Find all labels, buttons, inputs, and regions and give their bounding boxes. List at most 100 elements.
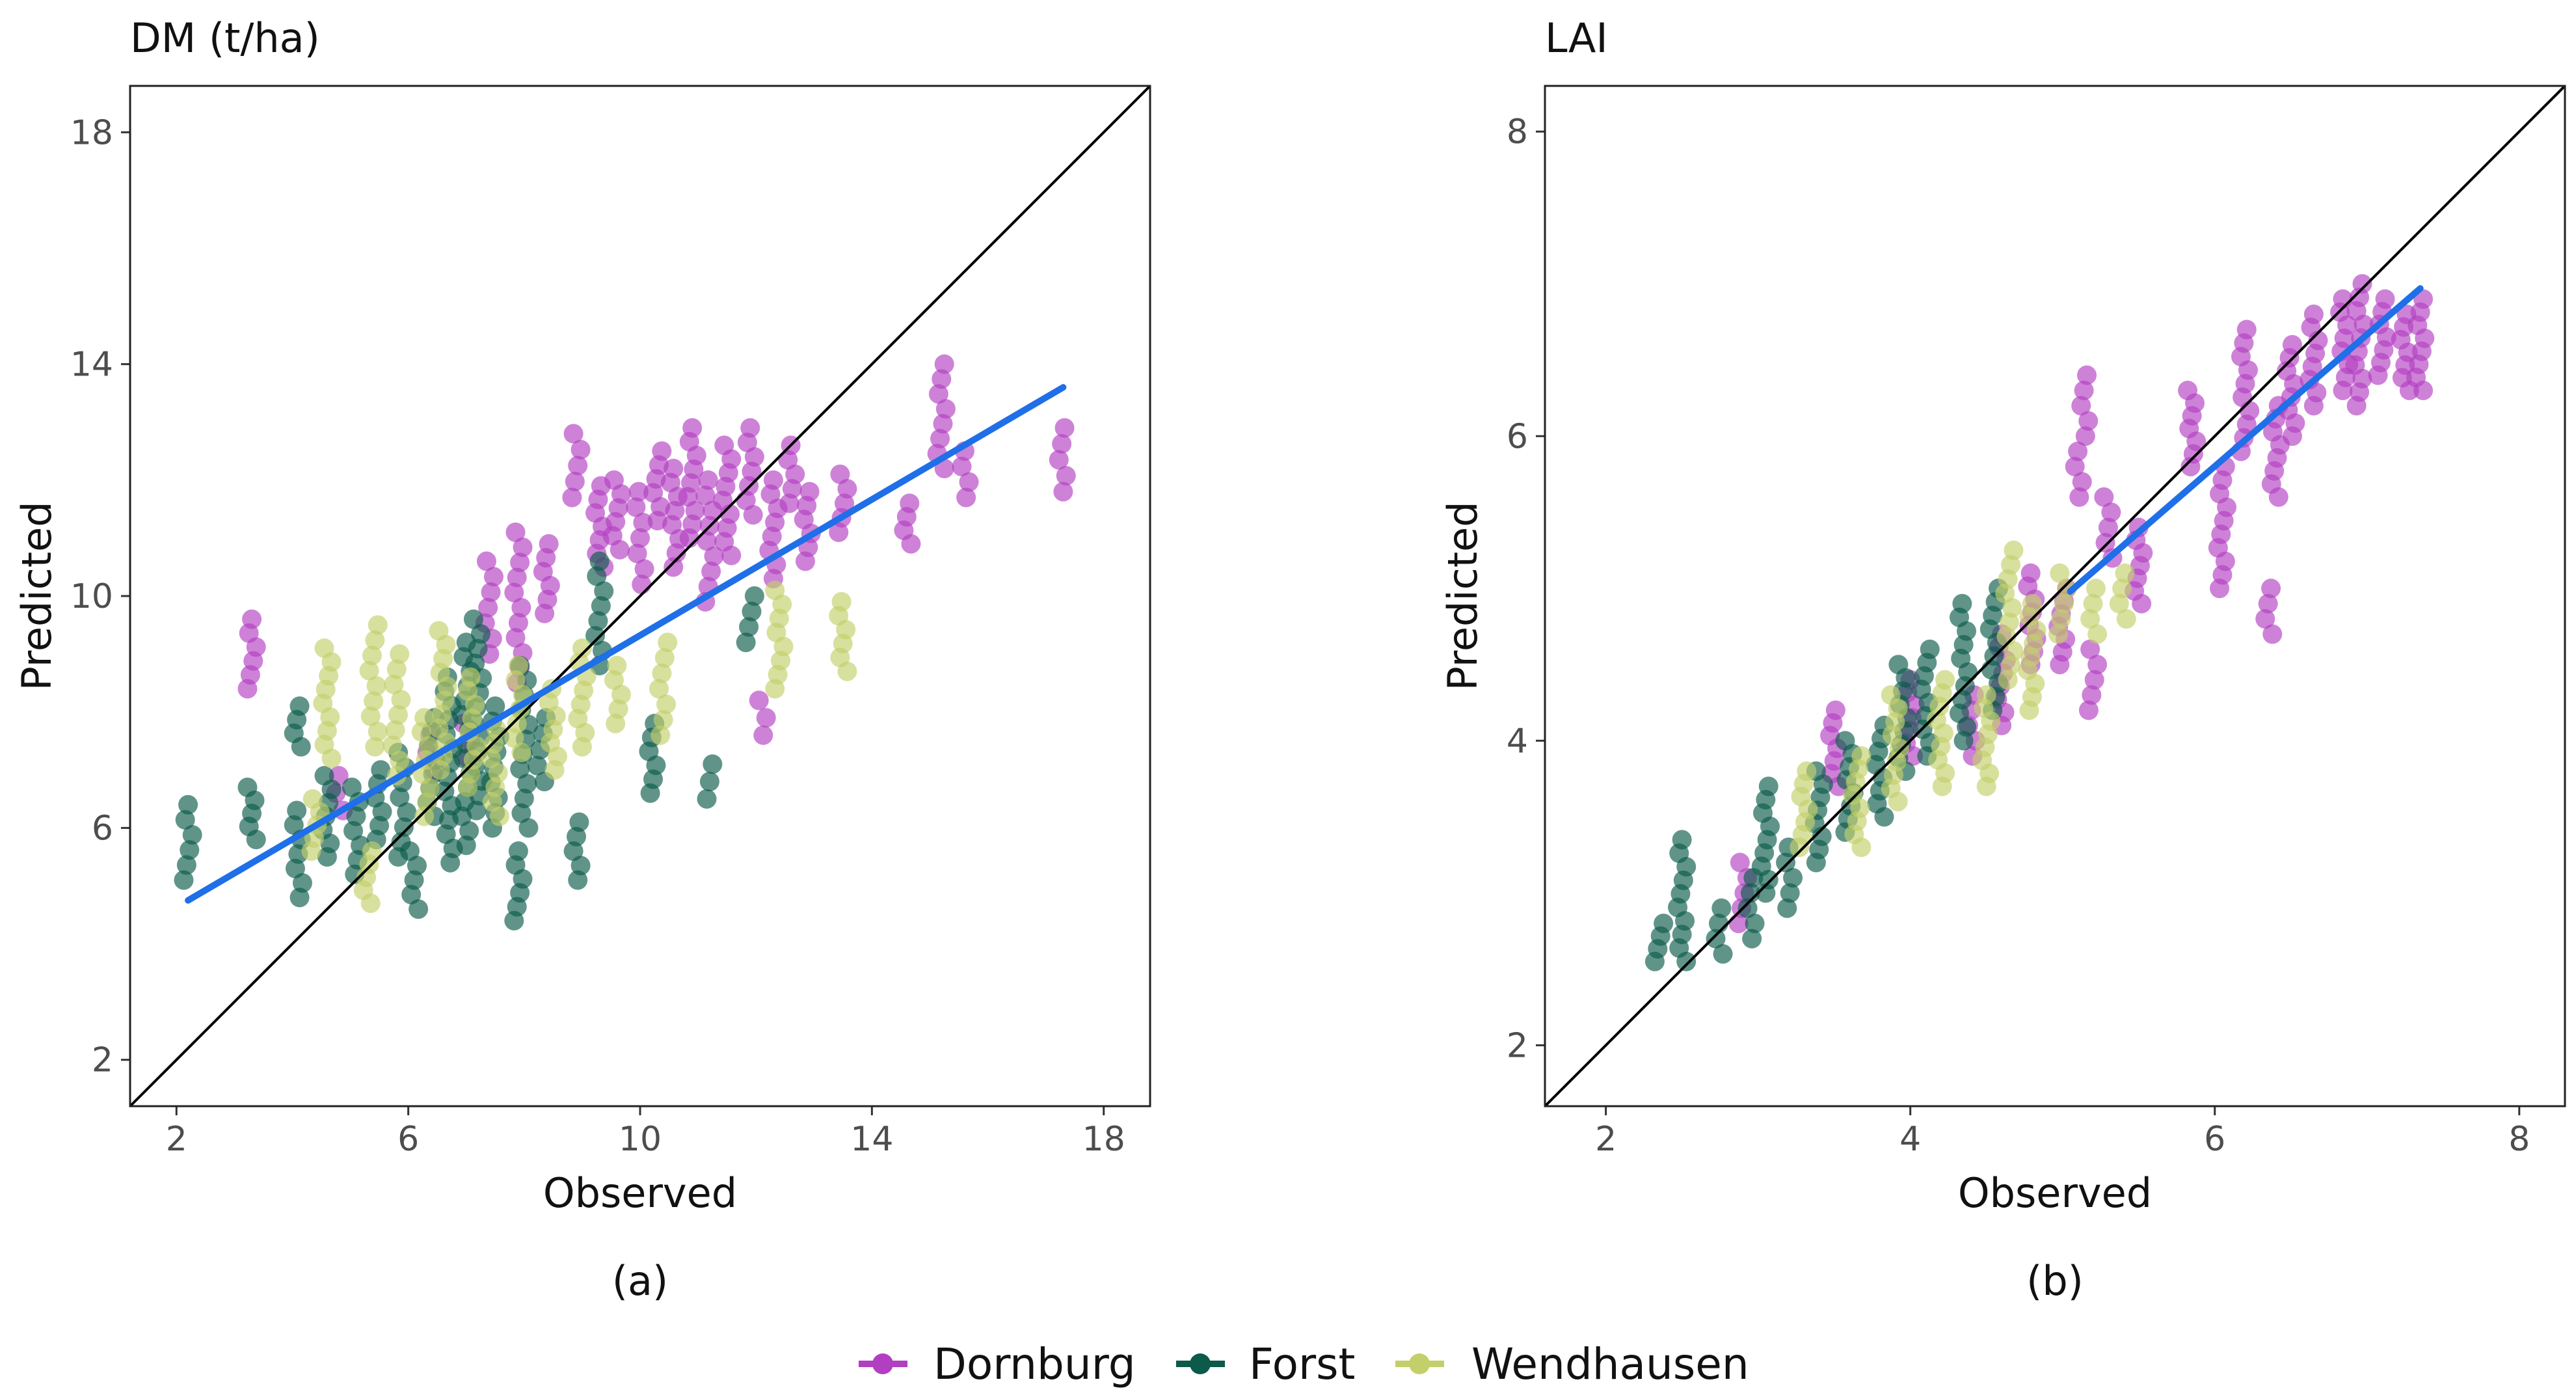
data-point-dornburg [604, 470, 624, 490]
data-point-wendhausen [2022, 593, 2042, 614]
panel-b-ylabel: Predicted [1439, 501, 1486, 690]
data-point-wendhausen [608, 699, 628, 719]
data-point-dornburg [704, 546, 724, 566]
data-point-dornburg [959, 472, 979, 492]
data-point-forst [697, 789, 717, 809]
data-point-wendhausen [481, 748, 501, 768]
legend-label-wendhausen: Wendhausen [1471, 1339, 1749, 1389]
y-tick-label: 14 [70, 346, 113, 385]
data-point-wendhausen [2112, 578, 2132, 599]
data-point-dornburg [2261, 578, 2281, 599]
data-point-dornburg [698, 470, 718, 490]
data-point-wendhausen [1881, 685, 1901, 705]
data-point-dornburg [785, 464, 805, 484]
data-point-forst [397, 802, 417, 822]
data-point-wendhausen [362, 645, 382, 666]
data-point-dornburg [1056, 466, 1076, 486]
data-point-dornburg [511, 597, 531, 618]
data-point-wendhausen [2004, 540, 2024, 560]
data-point-wendhausen [359, 660, 379, 681]
data-point-wendhausen [607, 655, 627, 675]
data-point-wendhausen [2109, 593, 2129, 614]
data-point-wendhausen [507, 714, 527, 733]
data-point-dornburg [2071, 396, 2091, 416]
data-point-wendhausen [360, 706, 381, 726]
data-point-forst [1952, 593, 1972, 614]
data-point-wendhausen [388, 705, 409, 725]
data-point-forst [1783, 867, 1803, 888]
data-point-forst [1835, 731, 1855, 751]
data-point-wendhausen [2086, 578, 2106, 599]
data-point-forst [287, 800, 307, 821]
data-point-wendhausen [1976, 685, 1996, 705]
data-point-dornburg [2262, 624, 2283, 644]
data-point-forst [401, 884, 422, 904]
data-point-dornburg [744, 447, 764, 467]
data-point-wendhausen [2087, 624, 2108, 644]
data-point-wendhausen [1851, 746, 1872, 766]
data-point-dornburg [2101, 502, 2121, 523]
data-point-dornburg [1054, 418, 1075, 438]
data-point-wendhausen [2116, 609, 2136, 629]
data-point-forst [1740, 883, 1760, 903]
data-point-forst [1713, 944, 1733, 964]
panel-a-caption: (a) [612, 1257, 668, 1305]
data-point-wendhausen [651, 725, 671, 745]
data-point-wendhausen [765, 580, 785, 601]
data-point-wendhausen [390, 750, 410, 770]
data-point-forst [510, 759, 530, 779]
data-point-wendhausen [365, 630, 385, 650]
panel-b: LAI 2 4 6 8 2 4 6 8 Observed Predicted (b) [1439, 14, 2566, 1305]
data-point-forst [468, 638, 488, 659]
data-point-wendhausen [386, 659, 407, 679]
data-point-dornburg [932, 369, 952, 389]
legend-item-forst: Forst [1176, 1339, 1355, 1389]
data-point-dornburg [779, 493, 799, 513]
data-point-forst [587, 566, 607, 586]
data-point-dornburg [634, 559, 654, 579]
y-tick-label: 8 [1507, 113, 1528, 152]
y-tick-label: 6 [92, 809, 113, 848]
data-point-dornburg [695, 485, 716, 506]
data-point-forst [736, 632, 756, 653]
legend: Dornburg Forst Wendhausen [859, 1339, 1749, 1389]
data-point-dornburg [2282, 334, 2302, 355]
data-point-dornburg [510, 552, 530, 573]
panel-a-identity-line [129, 85, 1151, 1107]
data-point-dornburg [483, 567, 503, 587]
data-point-dornburg [682, 418, 703, 438]
data-point-dornburg [505, 523, 526, 542]
x-tick-label: 14 [850, 1120, 893, 1159]
data-point-dornburg [539, 534, 559, 554]
data-point-wendhausen [365, 737, 385, 757]
panel-b-caption: (b) [2026, 1257, 2084, 1305]
data-point-dornburg [830, 464, 850, 484]
data-point-dornburg [2303, 305, 2324, 325]
data-point-forst [1780, 883, 1800, 903]
data-point-wendhausen [368, 615, 388, 635]
panel-b-frame [1544, 85, 2566, 1107]
data-point-dornburg [565, 472, 585, 492]
data-point-forst [703, 754, 723, 774]
data-point-dornburg [513, 537, 533, 558]
data-point-dornburg [481, 582, 501, 603]
data-point-forst [1706, 929, 1726, 949]
data-point-dornburg [1053, 482, 1073, 502]
data-point-forst [456, 835, 476, 856]
data-point-dornburg [2095, 533, 2115, 553]
data-point-wendhausen [384, 674, 404, 694]
data-point-wendhausen [364, 691, 384, 711]
data-point-forst [1737, 898, 1758, 918]
data-point-dornburg [476, 551, 496, 571]
data-point-wendhausen [368, 722, 388, 742]
data-point-forst [1745, 914, 1765, 934]
data-point-wendhausen [2051, 609, 2071, 629]
data-point-wendhausen [511, 742, 531, 763]
data-point-dornburg [799, 482, 820, 502]
data-point-wendhausen [572, 638, 592, 659]
data-point-wendhausen [482, 792, 502, 812]
data-point-wendhausen [654, 648, 675, 668]
data-point-forst [594, 581, 614, 601]
data-point-forst [567, 826, 586, 847]
x-tick-label: 10 [619, 1120, 662, 1159]
